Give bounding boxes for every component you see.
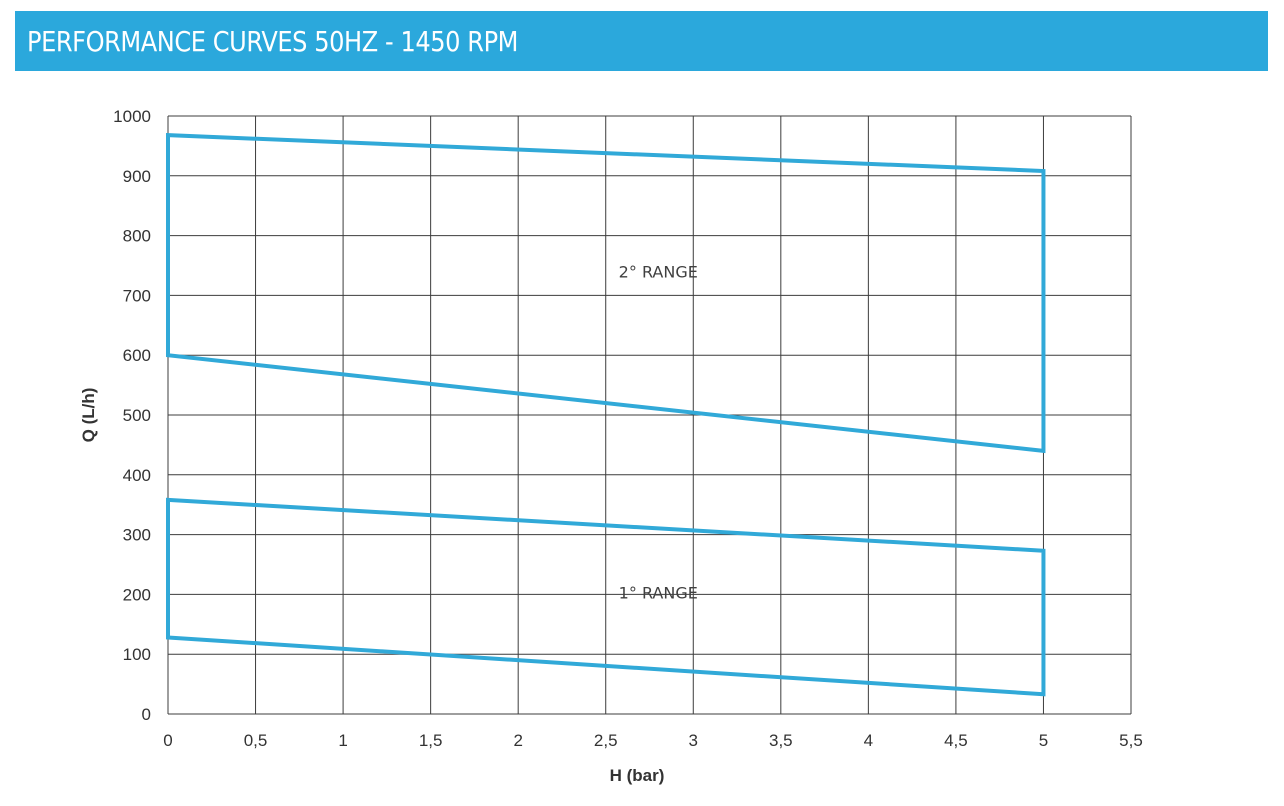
y-tick-label: 700 bbox=[123, 286, 151, 305]
x-tick-label: 3,5 bbox=[769, 731, 793, 750]
x-tick-label: 1 bbox=[338, 731, 347, 750]
range-label-1: 2° RANGE bbox=[619, 262, 698, 281]
x-axis-label: H (bar) bbox=[610, 766, 665, 785]
y-tick-label: 300 bbox=[123, 526, 151, 545]
x-tick-label: 2,5 bbox=[594, 731, 618, 750]
grid-lines bbox=[167, 115, 1132, 715]
y-tick-label: 200 bbox=[123, 585, 151, 604]
x-tick-label: 4 bbox=[864, 731, 873, 750]
y-tick-label: 0 bbox=[142, 705, 151, 724]
x-tick-label: 0 bbox=[163, 731, 172, 750]
x-tick-label: 5,5 bbox=[1119, 731, 1143, 750]
y-tick-label: 800 bbox=[123, 227, 151, 246]
x-tick-label: 0,5 bbox=[244, 731, 268, 750]
x-tick-label: 4,5 bbox=[944, 731, 968, 750]
x-tick-label: 1,5 bbox=[419, 731, 443, 750]
y-tick-label: 600 bbox=[123, 346, 151, 365]
y-tick-label: 1000 bbox=[113, 107, 151, 126]
x-tick-label: 3 bbox=[689, 731, 698, 750]
range-label-2: 1° RANGE bbox=[619, 584, 698, 603]
y-tick-label: 100 bbox=[123, 645, 151, 664]
x-tick-label: 2 bbox=[513, 731, 522, 750]
y-axis-label: Q (L/h) bbox=[79, 388, 98, 443]
x-tick-labels: 0 0,5 1 1,5 2 2,5 3 3,5 4 4,5 5 5,5 bbox=[163, 731, 1143, 750]
y-tick-labels: 0 100 200 300 400 500 600 700 800 900 1000 bbox=[113, 107, 151, 724]
y-tick-label: 500 bbox=[123, 406, 151, 425]
range-polygon-2 bbox=[166, 497, 1046, 697]
x-tick-label: 5 bbox=[1039, 731, 1048, 750]
chart-title-banner: PERFORMANCE CURVES 50HZ - 1450 RPM bbox=[15, 11, 1268, 71]
series-layer: 2° RANGE 1° RANGE bbox=[166, 133, 1046, 697]
chart-title: PERFORMANCE CURVES 50HZ - 1450 RPM bbox=[27, 24, 519, 58]
y-tick-label: 400 bbox=[123, 466, 151, 485]
range-polygon-1 bbox=[166, 133, 1046, 454]
y-tick-label: 900 bbox=[123, 167, 151, 186]
